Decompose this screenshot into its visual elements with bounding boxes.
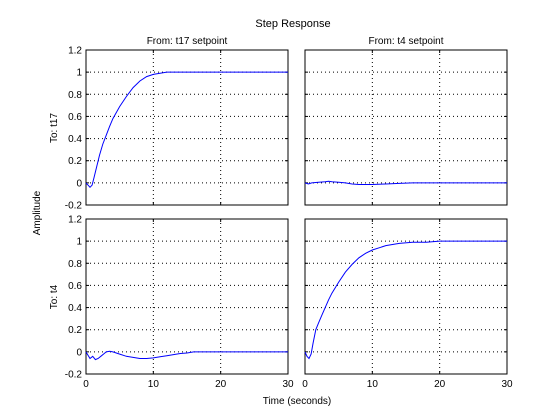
subplot-2 [304, 49, 508, 206]
x-tick-label: 0 [302, 379, 308, 390]
x-tick-label: 10 [148, 379, 160, 390]
y-tick-label: -0.2 [65, 370, 83, 381]
series-line [85, 350, 288, 361]
y-tick-label: 1.2 [68, 215, 82, 226]
axes-frame [85, 49, 289, 206]
subplot-4: 0 10 20 30 [302, 218, 513, 390]
x-tick-label: 20 [215, 379, 227, 390]
row-label-2: To: t4 [49, 284, 60, 309]
y-tick-label: 1 [76, 68, 82, 79]
y-tick-label: 0.6 [68, 281, 82, 292]
y-tick-label: 0 [76, 178, 82, 189]
y-tick-label: 1 [76, 237, 82, 248]
y-tick-label: 0.6 [68, 112, 82, 123]
subplot-1: -0.2 0 0.2 0.4 0.6 0.8 1 1.2 [65, 46, 289, 212]
axes-frame [304, 218, 508, 375]
y-tick-label: 1.2 [68, 46, 82, 57]
subplot-3: -0.200.20.40.60.811.20 10 20 30 [65, 215, 294, 391]
series-line [304, 240, 507, 360]
y-tick-label: 0.2 [68, 156, 82, 167]
x-tick-label: 0 [83, 379, 89, 390]
column-label-2: From: t4 setpoint [368, 36, 443, 47]
subplot-grid: -0.200.20.40.60.811.2-0.200.20.40.60.811… [65, 46, 513, 391]
y-tick-label: 0.4 [68, 303, 82, 314]
x-tick-label: 10 [367, 379, 379, 390]
axes-frame [85, 218, 289, 375]
series-line [85, 71, 288, 189]
row-label-1: To: t17 [49, 113, 60, 143]
y-tick-label: 0.8 [68, 259, 82, 270]
column-label-1: From: t17 setpoint [147, 36, 228, 47]
series-line [304, 180, 507, 185]
y-tick-label: 0.8 [68, 90, 82, 101]
x-tick-label: 30 [501, 379, 513, 390]
x-tick-label: 30 [282, 379, 294, 390]
y-axis-label: Amplitude [32, 190, 43, 235]
y-tick-label: 0 [76, 347, 82, 358]
y-tick-label: 0.2 [68, 325, 82, 336]
figure-title: Step Response [255, 18, 330, 30]
x-axis-label: Time (seconds) [263, 396, 332, 407]
y-tick-label: -0.2 [65, 201, 83, 212]
x-tick-label: 20 [434, 379, 446, 390]
y-tick-label: 0.4 [68, 134, 82, 145]
axes-frame [304, 49, 508, 206]
